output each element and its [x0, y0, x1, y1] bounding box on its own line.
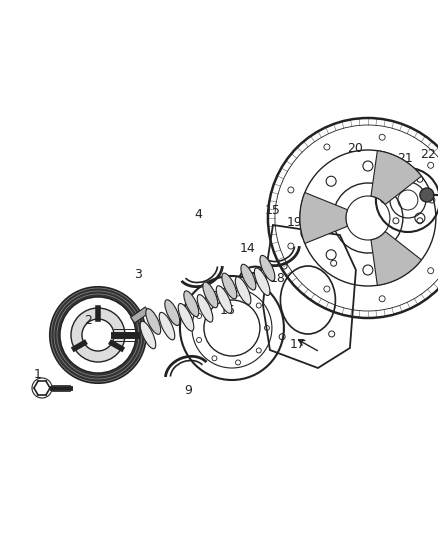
- Text: 22: 22: [420, 149, 436, 161]
- Polygon shape: [300, 192, 347, 244]
- Ellipse shape: [222, 273, 237, 299]
- Text: 19: 19: [287, 215, 303, 229]
- Text: 2: 2: [84, 313, 92, 327]
- Text: 18: 18: [270, 271, 286, 285]
- Polygon shape: [131, 307, 149, 323]
- Circle shape: [60, 297, 136, 373]
- Ellipse shape: [178, 303, 194, 331]
- Text: 15: 15: [265, 204, 281, 216]
- Ellipse shape: [216, 286, 232, 313]
- Ellipse shape: [203, 282, 218, 308]
- Circle shape: [420, 188, 434, 202]
- Text: 17: 17: [290, 338, 306, 351]
- Text: 21: 21: [397, 151, 413, 165]
- Text: 20: 20: [347, 141, 363, 155]
- Ellipse shape: [235, 277, 251, 304]
- Ellipse shape: [241, 264, 256, 290]
- Text: 3: 3: [134, 269, 142, 281]
- Text: 14: 14: [240, 241, 256, 254]
- Ellipse shape: [197, 295, 213, 322]
- Circle shape: [71, 308, 125, 362]
- Text: 1: 1: [34, 368, 42, 382]
- Ellipse shape: [254, 268, 270, 295]
- Ellipse shape: [260, 255, 275, 281]
- Text: 4: 4: [194, 208, 202, 222]
- Ellipse shape: [184, 291, 199, 317]
- Circle shape: [50, 287, 146, 383]
- Ellipse shape: [165, 300, 180, 326]
- Circle shape: [82, 319, 114, 351]
- Ellipse shape: [140, 321, 156, 349]
- Text: 9: 9: [184, 384, 192, 397]
- Text: 16: 16: [220, 303, 236, 317]
- Ellipse shape: [146, 309, 161, 334]
- Ellipse shape: [159, 312, 175, 340]
- Polygon shape: [371, 151, 421, 205]
- Polygon shape: [371, 231, 421, 285]
- Circle shape: [301, 226, 315, 240]
